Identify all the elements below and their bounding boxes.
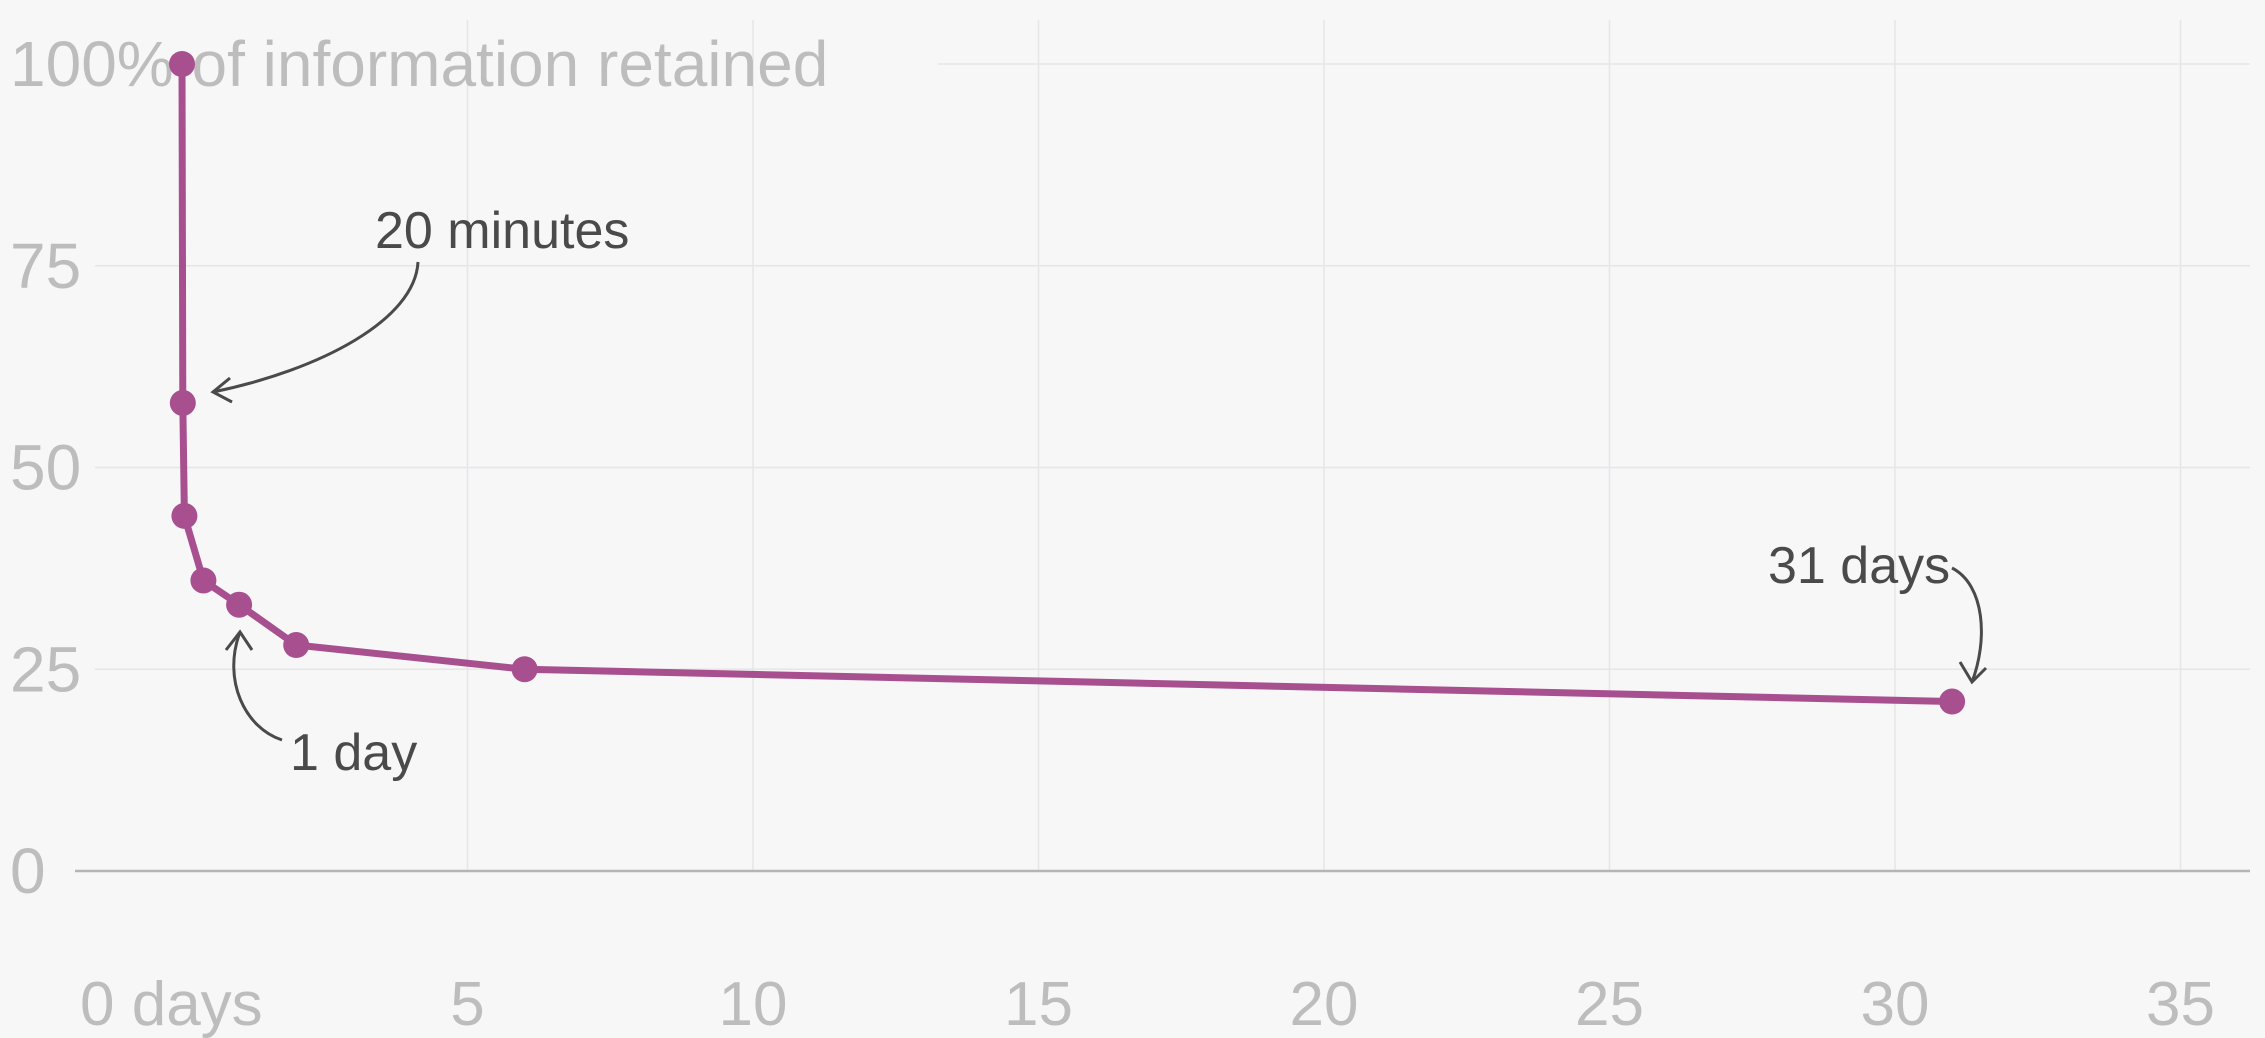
annotation-arrow: [1951, 566, 1983, 683]
arrowhead: [224, 629, 254, 651]
data-point: [1939, 688, 1966, 715]
x-tick-label: 0 days: [80, 970, 263, 1038]
annotation-arrow: [232, 631, 283, 742]
x-tick-label: 25: [1575, 970, 1644, 1038]
annotation-label: 20 minutes: [375, 202, 629, 260]
x-tick-label: 30: [1861, 970, 1930, 1038]
x-tick-label: 15: [1004, 970, 1073, 1038]
data-point: [511, 656, 538, 683]
x-tick-label: 20: [1290, 970, 1359, 1038]
annotations: 20 minutes 1 day 31 days: [210, 202, 1988, 782]
x-tick-label: 10: [719, 970, 788, 1038]
data-point: [169, 51, 195, 77]
annotation-label: 1 day: [290, 724, 417, 782]
arrowhead: [1958, 661, 1988, 685]
y-tick-label: 75: [10, 230, 81, 302]
data-point: [226, 591, 253, 618]
series-layer: [169, 51, 1966, 715]
x-tick-label: 35: [2146, 970, 2215, 1038]
gridlines: [95, 20, 2250, 871]
annotation-label: 31 days: [1768, 537, 1950, 595]
y-tick-label: 100% of information retained: [10, 28, 828, 100]
data-point: [190, 567, 217, 594]
data-point: [283, 632, 310, 659]
x-tick-label: 5: [450, 970, 484, 1038]
axes: 0 25 50 75 100% of information retained 0 day…: [10, 28, 2250, 1038]
data-point: [169, 389, 196, 416]
data-point: [171, 502, 198, 529]
arrowhead: [210, 376, 233, 404]
y-tick-label: 25: [10, 633, 81, 705]
y-tick-label: 50: [10, 432, 81, 504]
annotation-arrow: [212, 261, 420, 394]
y-tick-label: 0: [10, 835, 46, 907]
series-line: [178, 60, 1956, 706]
